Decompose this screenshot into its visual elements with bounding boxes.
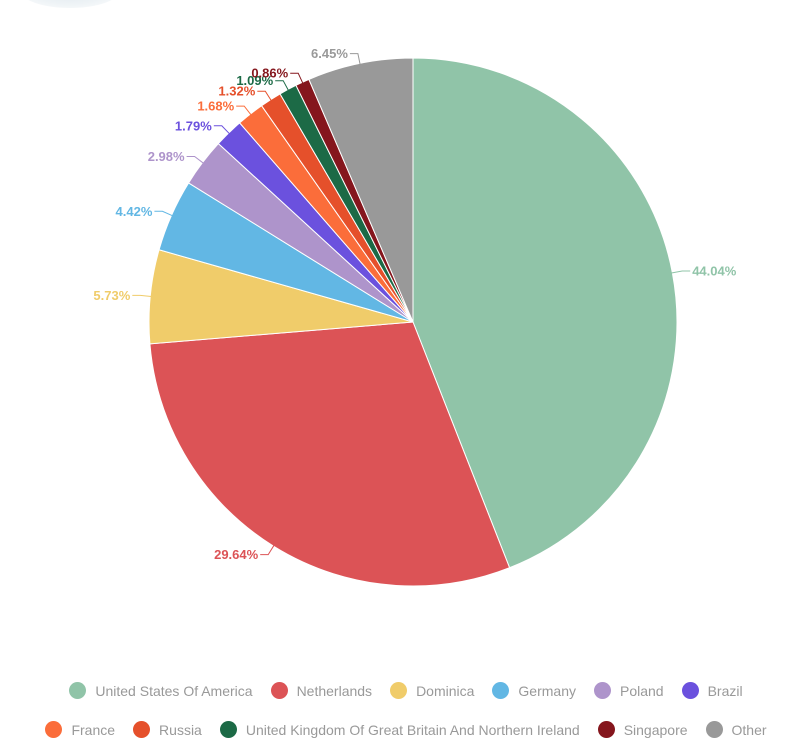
legend-item-other[interactable]: Other [705, 721, 767, 738]
data-label-singapore: 0.86% [251, 66, 288, 81]
legend-item-netherlands[interactable]: Netherlands [270, 682, 373, 699]
legend-swatch-icon [390, 682, 408, 699]
data-label-france: 1.68% [197, 99, 234, 114]
pie-chart: 44.04% 29.64% 5.73% 4.42% 2.98% 1.79% 1.68%1.3… [93, 46, 737, 587]
legend-swatch-icon [270, 682, 288, 699]
legend-label: Brazil [707, 682, 743, 699]
leader-line-dominica [132, 294, 152, 297]
data-label-brazil: 1.79% [175, 118, 212, 133]
legend-swatch-icon [492, 682, 510, 699]
legend-item-brazil[interactable]: Brazil [681, 682, 743, 699]
legend-label: Russia [159, 721, 202, 738]
decorative-shadow [20, 0, 120, 8]
legend-label: Germany [518, 682, 576, 699]
leader-line-poland [186, 156, 204, 164]
legend-swatch-icon [705, 721, 723, 738]
leader-line-netherlands [260, 545, 275, 556]
leader-line-united-states-of-america [671, 270, 691, 274]
leader-lines [132, 53, 691, 556]
data-label-poland: 2.98% [148, 149, 185, 164]
legend-item-dominica[interactable]: Dominica [390, 682, 474, 699]
leader-line-united-kingdom-of-great-britain-and-northern-ireland [275, 80, 289, 91]
legend-swatch-icon [45, 721, 63, 738]
data-label-united-kingdom-of-great-britain-and-northern-ireland: 1.09% [236, 73, 273, 88]
percentage-labels: 44.04% 29.64% 5.73% 4.42% 2.98% 1.79% 1.68%1.3… [93, 46, 736, 562]
legend-label: United Kingdom Of Great Britain And Nort… [245, 721, 580, 738]
legend-row-2: France Russia United Kingdom Of Great Brit… [0, 721, 812, 738]
legend-label: Singapore [623, 721, 688, 738]
pie-slices [148, 57, 678, 587]
legend-swatch-icon [681, 682, 699, 699]
legend-row-1: United States Of America Netherlands Domin… [0, 682, 812, 699]
legend-item-france[interactable]: France [45, 721, 115, 738]
legend-item-singapore[interactable]: Singapore [597, 721, 688, 738]
legend-item-united-states-of-america[interactable]: United States Of America [69, 682, 253, 699]
leader-line-brazil [213, 125, 230, 135]
leader-line-other [349, 53, 361, 65]
legend-item-germany[interactable]: Germany [492, 682, 576, 699]
legend-item-united-kingdom-of-great-britain-and-northern-ireland[interactable]: United Kingdom Of Great Britain And Nort… [219, 721, 580, 738]
leader-line-germany [154, 210, 173, 217]
legend-swatch-icon [133, 721, 151, 738]
legend-label: Other [731, 721, 767, 738]
legend-label: Poland [620, 682, 664, 699]
legend-label: France [71, 721, 116, 738]
legend-swatch-icon [594, 682, 611, 699]
data-label-netherlands: 29.64% [214, 547, 259, 562]
legend-label: Dominica [416, 682, 475, 699]
data-label-united-states-of-america: 44.04% [692, 264, 737, 279]
leader-line-singapore [290, 72, 304, 84]
legend-swatch-icon [597, 721, 615, 738]
leader-line-russia [257, 90, 272, 101]
legend-label: Netherlands [296, 682, 373, 699]
legend-swatch-icon [69, 682, 87, 699]
data-label-other: 6.45% [311, 46, 348, 61]
legend-item-russia[interactable]: Russia [133, 721, 202, 738]
data-label-dominica: 5.73% [93, 288, 130, 303]
legend-label: United States Of America [95, 682, 253, 699]
data-label-germany: 4.42% [116, 204, 153, 219]
leader-line-france [236, 105, 252, 116]
legend-item-poland[interactable]: Poland [594, 682, 664, 699]
data-label-russia: 1.32% [218, 84, 255, 99]
legend-swatch-icon [219, 721, 237, 738]
